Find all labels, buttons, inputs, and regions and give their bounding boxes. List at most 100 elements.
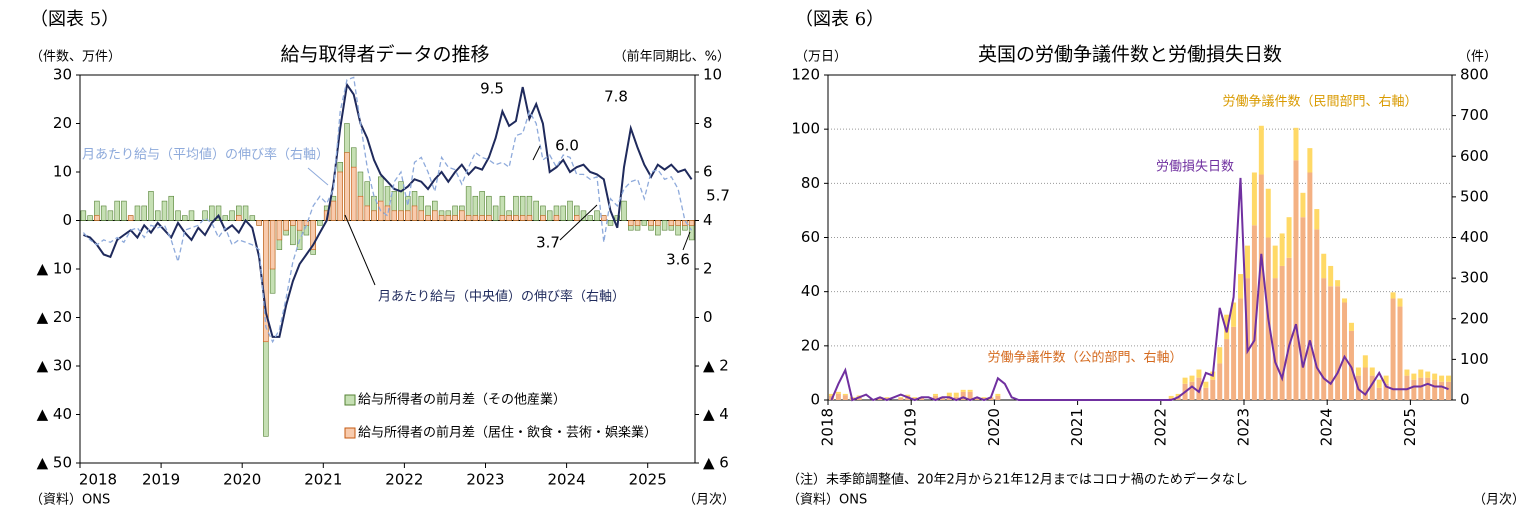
bar <box>148 191 154 221</box>
bar <box>154 210 161 221</box>
bar <box>675 220 681 226</box>
bar <box>1342 298 1348 303</box>
bar <box>988 397 994 400</box>
bar <box>1376 387 1382 400</box>
bar <box>175 210 181 221</box>
bar <box>1390 292 1396 299</box>
legend-swatch <box>344 427 356 439</box>
bar <box>472 215 479 221</box>
y2-tick-label: 600 <box>1460 147 1489 165</box>
y2-axis-label: （前年同期比、%） <box>614 49 730 65</box>
series-label: 月あたり給与（平均値）の伸び率（右軸） <box>82 147 329 163</box>
bar <box>573 215 580 221</box>
y-tick-label: ▲ 50 <box>37 454 72 472</box>
y-tick-label: 60 <box>801 228 820 246</box>
bar <box>919 397 925 400</box>
bar <box>425 215 431 221</box>
bar <box>967 391 973 400</box>
y2-tick-label: 100 <box>1460 350 1489 368</box>
leader <box>532 145 541 161</box>
bar <box>296 220 303 231</box>
bar <box>932 393 938 396</box>
y-tick-label: 40 <box>801 282 820 300</box>
bar <box>601 215 607 221</box>
y2-tick-label: 200 <box>1460 309 1489 327</box>
figure-label: （図表 5） <box>30 9 119 30</box>
bar <box>628 220 634 226</box>
bar <box>1258 125 1264 175</box>
bar <box>567 200 573 221</box>
bar <box>1224 339 1230 400</box>
source: （資料）ONS <box>30 493 110 508</box>
y-tick-label: ▲ 40 <box>37 405 72 423</box>
x-tick-label: 2022 <box>385 471 423 489</box>
line <box>82 76 693 344</box>
bar <box>127 215 134 221</box>
y-axis-label: （件数、万件） <box>30 50 121 65</box>
bar <box>1418 369 1424 378</box>
bar <box>1328 265 1334 287</box>
bar <box>688 220 695 226</box>
x-tick-label: 2023 <box>466 471 504 489</box>
bar <box>1217 347 1223 364</box>
x-tick-label: 2025 <box>1401 408 1419 446</box>
bar <box>634 220 641 226</box>
bar <box>1404 369 1410 376</box>
line <box>830 177 1449 402</box>
bar <box>202 210 208 221</box>
bar <box>256 220 262 226</box>
bar <box>953 396 959 400</box>
bar <box>350 166 357 221</box>
bar <box>1279 265 1285 400</box>
bar <box>981 397 987 398</box>
bar <box>835 393 841 400</box>
series-label: 月あたり給与（中央値）の伸び率（右軸） <box>378 289 625 305</box>
bar <box>100 205 107 221</box>
x-tick-label: 2022 <box>1151 408 1169 446</box>
leaders <box>307 145 691 286</box>
bar <box>269 220 276 270</box>
x-tick-label: 2019 <box>142 471 180 489</box>
bar <box>1210 379 1216 400</box>
bar <box>1321 278 1327 400</box>
y2-axis-label: （件） <box>1458 50 1497 65</box>
y2-tick-label: 400 <box>1460 228 1489 246</box>
bar <box>967 389 973 392</box>
bar <box>188 210 195 221</box>
source: （資料）ONS <box>787 493 867 508</box>
x-unit: （月次） <box>1473 492 1525 508</box>
bar <box>161 200 168 221</box>
bar <box>94 215 100 221</box>
x-tick-label: 2019 <box>902 408 920 446</box>
bar <box>492 205 499 221</box>
x-tick-label: 2020 <box>223 471 261 489</box>
leader <box>559 204 598 241</box>
bar <box>141 205 147 221</box>
bar <box>80 210 87 221</box>
bar <box>1362 355 1368 368</box>
x-tick-label: 2018 <box>819 408 837 446</box>
y2-tick-label: 0 <box>1460 391 1470 409</box>
y2-tick-label: 8 <box>703 114 713 132</box>
leader <box>307 167 329 186</box>
bar <box>1348 330 1354 400</box>
bar <box>276 220 283 241</box>
bar <box>953 392 959 397</box>
x-tick-label: 2023 <box>1235 408 1253 446</box>
bar <box>939 397 945 400</box>
bar <box>1293 127 1299 161</box>
bar <box>1196 369 1202 378</box>
y2-tick-label: ▲ 2 <box>703 357 729 375</box>
bar <box>242 205 249 221</box>
bar <box>1279 233 1285 266</box>
bar <box>1404 375 1410 400</box>
bar <box>1425 371 1431 378</box>
bar <box>209 205 215 221</box>
bar <box>877 397 883 400</box>
annotation: 7.8 <box>604 88 628 106</box>
bar <box>995 393 1001 396</box>
bar <box>1307 148 1313 173</box>
y-tick-label: 20 <box>801 336 820 354</box>
x-tick-label: 2018 <box>79 471 117 489</box>
bar <box>1272 278 1278 400</box>
